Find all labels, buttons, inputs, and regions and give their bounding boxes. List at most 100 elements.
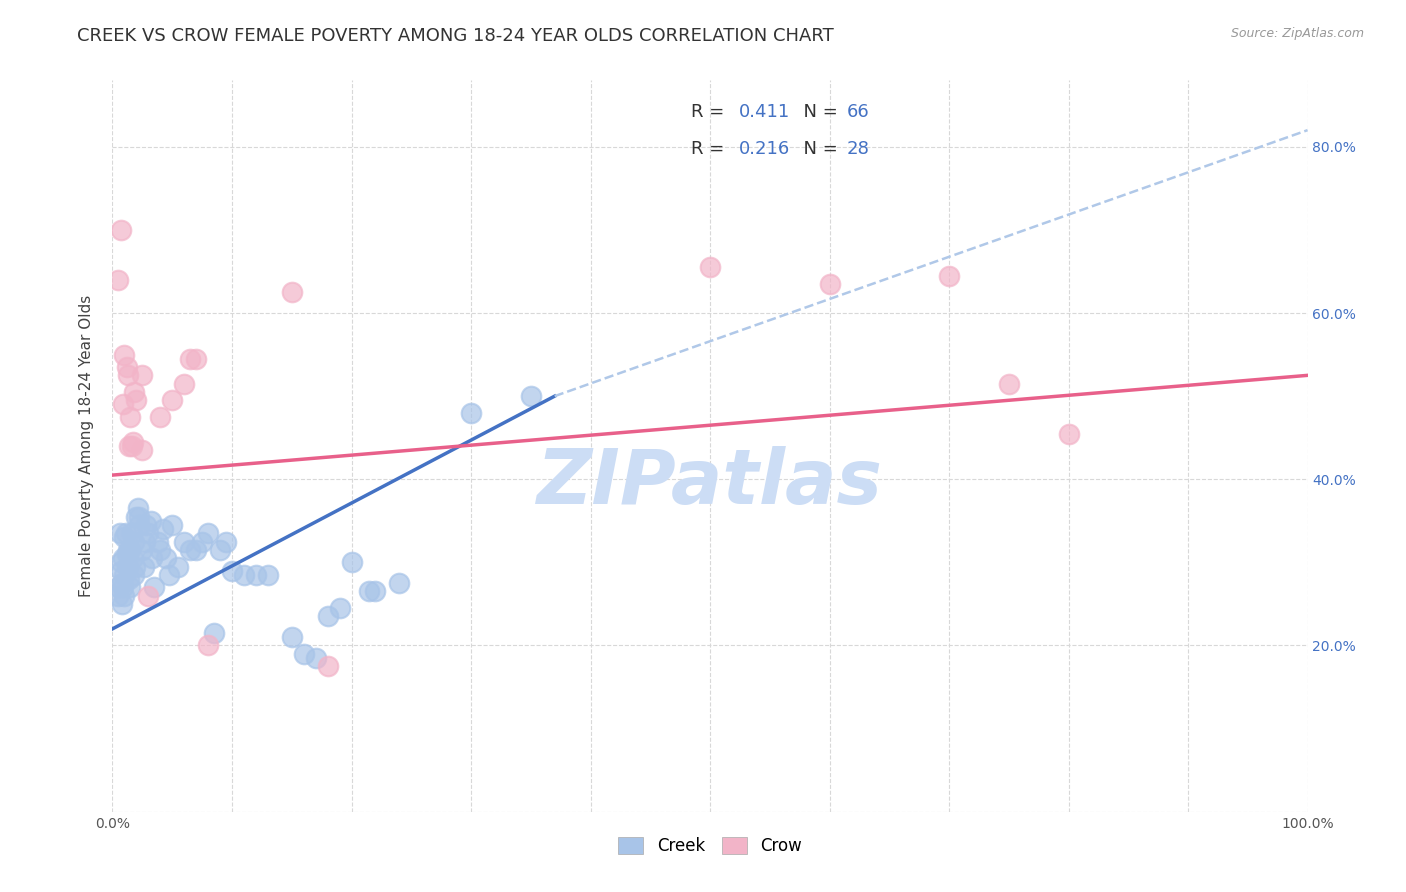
Point	[132, 559, 155, 574]
Point	[128, 518, 150, 533]
Point	[460, 406, 482, 420]
Point	[128, 509, 150, 524]
Point	[110, 564, 132, 578]
Point	[186, 351, 208, 366]
Point	[114, 530, 135, 544]
Point	[202, 626, 225, 640]
Point	[115, 547, 138, 561]
Point	[120, 580, 142, 594]
Point	[112, 580, 135, 594]
Point	[117, 368, 139, 383]
Point	[179, 351, 201, 366]
Point	[162, 518, 183, 533]
Point	[215, 534, 238, 549]
Point	[162, 393, 183, 408]
Point	[120, 409, 142, 424]
Point	[107, 589, 129, 603]
Point	[155, 551, 177, 566]
Point	[245, 567, 267, 582]
Point	[1057, 426, 1080, 441]
Point	[111, 597, 134, 611]
Point	[134, 534, 156, 549]
Point	[364, 584, 387, 599]
Point	[143, 580, 166, 594]
Text: R =: R =	[692, 140, 730, 159]
Point	[233, 567, 256, 582]
Text: 66: 66	[846, 103, 869, 121]
Text: R =: R =	[692, 103, 730, 121]
Point	[115, 359, 138, 374]
Point	[135, 518, 157, 533]
Point	[118, 572, 141, 586]
Point	[114, 526, 136, 541]
Point	[197, 639, 219, 653]
Point	[281, 630, 304, 644]
Point	[359, 584, 381, 599]
Point	[112, 551, 135, 566]
Point	[125, 509, 148, 524]
Point	[179, 542, 201, 557]
Point	[120, 542, 142, 557]
Point	[121, 434, 143, 449]
Point	[221, 564, 243, 578]
Point	[191, 534, 214, 549]
Point	[167, 559, 190, 574]
Point	[329, 601, 352, 615]
Point	[173, 534, 195, 549]
Text: Source: ZipAtlas.com: Source: ZipAtlas.com	[1230, 27, 1364, 40]
Text: CREEK VS CROW FEMALE POVERTY AMONG 18-24 YEAR OLDS CORRELATION CHART: CREEK VS CROW FEMALE POVERTY AMONG 18-24…	[77, 27, 834, 45]
Point	[149, 409, 172, 424]
Point	[124, 559, 146, 574]
Point	[131, 542, 153, 557]
Point	[146, 534, 169, 549]
Point	[316, 659, 339, 673]
Point	[122, 567, 145, 582]
Text: N =: N =	[792, 103, 844, 121]
Point	[281, 285, 304, 300]
Point	[122, 384, 145, 399]
Point	[114, 567, 135, 582]
Point	[107, 273, 129, 287]
Point	[122, 534, 145, 549]
Point	[121, 526, 143, 541]
Point	[107, 580, 129, 594]
Point	[108, 526, 131, 541]
Point	[125, 393, 148, 408]
Point	[520, 389, 543, 403]
Point	[117, 559, 139, 574]
Point	[305, 651, 328, 665]
Point	[998, 376, 1021, 391]
Point	[139, 514, 162, 528]
Point	[112, 397, 135, 411]
Point	[138, 589, 160, 603]
Legend: Creek, Crow: Creek, Crow	[612, 830, 808, 862]
Point	[111, 576, 134, 591]
Point	[292, 647, 315, 661]
Point	[157, 567, 180, 582]
Point	[131, 368, 153, 383]
Point	[110, 223, 132, 237]
Point	[257, 567, 280, 582]
Point	[152, 522, 174, 536]
Point	[149, 542, 172, 557]
Y-axis label: Female Poverty Among 18-24 Year Olds: Female Poverty Among 18-24 Year Olds	[79, 295, 94, 597]
Point	[186, 542, 208, 557]
Point	[209, 542, 232, 557]
Point	[141, 551, 163, 566]
Text: N =: N =	[792, 140, 844, 159]
Point	[388, 576, 411, 591]
Point	[121, 551, 143, 566]
Point	[114, 347, 135, 362]
Point	[699, 260, 721, 275]
Text: 0.411: 0.411	[740, 103, 790, 121]
Point	[118, 439, 141, 453]
Point	[110, 555, 132, 569]
Text: 28: 28	[846, 140, 869, 159]
Point	[818, 277, 841, 291]
Text: ZIPatlas: ZIPatlas	[537, 446, 883, 519]
Point	[197, 526, 219, 541]
Point	[127, 501, 149, 516]
Point	[173, 376, 195, 391]
Point	[131, 443, 153, 458]
Point	[138, 526, 160, 541]
